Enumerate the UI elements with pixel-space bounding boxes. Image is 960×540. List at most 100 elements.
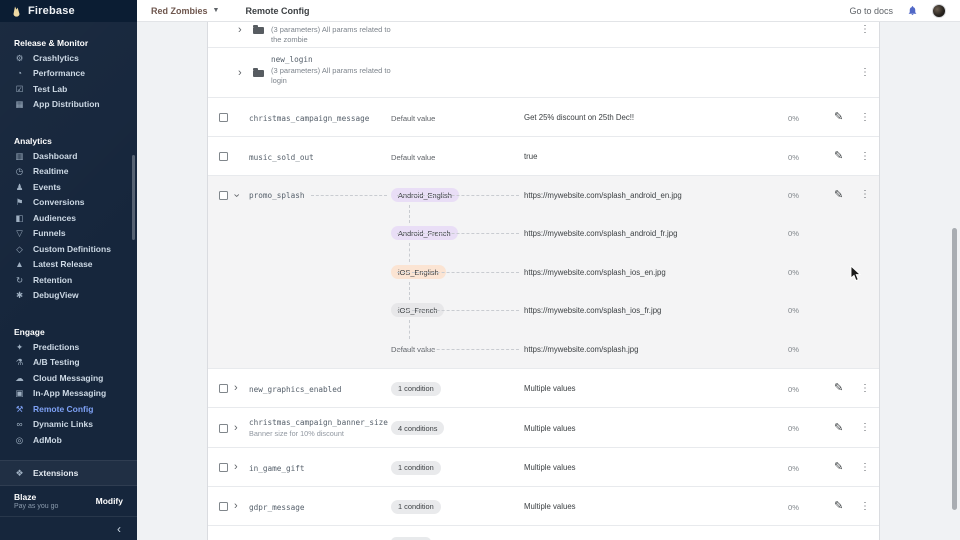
sidebar-item-events[interactable]: ♟ Events <box>0 179 137 195</box>
collapse-sidebar-button[interactable]: ‹ <box>117 521 121 536</box>
dashed-connector-vertical <box>409 205 410 223</box>
edit-pencil-icon[interactable]: ✎ <box>834 382 844 394</box>
edit-pencil-icon[interactable]: ✎ <box>834 461 844 473</box>
overflow-menu-icon[interactable]: ⋮ <box>860 67 870 78</box>
sidebar-item-conversions[interactable]: ⚑ Conversions <box>0 195 137 211</box>
param-value: true <box>524 152 538 161</box>
edit-pencil-icon[interactable]: ✎ <box>834 421 844 434</box>
edit-pencil-icon[interactable]: ✎ <box>834 111 844 123</box>
folder-row[interactable]: › (3 parameters) All params related to th… <box>208 22 879 48</box>
sidebar-item-test-lab[interactable]: ☑ Test Lab <box>0 81 137 97</box>
sidebar-item-label: Events <box>33 181 61 192</box>
edit-pencil-icon[interactable]: ✎ <box>834 500 844 512</box>
sidebar-scrollbar-thumb[interactable] <box>132 155 135 240</box>
project-switcher[interactable]: Red Zombies ▼ <box>151 6 219 16</box>
conversions-icon: ⚑ <box>15 197 24 207</box>
condition-chip[interactable]: 1 condition <box>391 460 441 475</box>
edit-pencil-icon[interactable]: ✎ <box>834 150 844 162</box>
sidebar-item-cloud-messaging[interactable]: ☁ Cloud Messaging <box>0 370 137 386</box>
overflow-menu-icon[interactable]: ⋮ <box>860 461 870 473</box>
overflow-menu-icon[interactable]: ⋮ <box>860 500 870 512</box>
folder-description: (3 parameters) All params related to the… <box>271 25 391 44</box>
sidebar-item-remote-config[interactable]: ⚒ Remote Config <box>0 401 137 417</box>
condition-chip[interactable]: 1 condition <box>391 499 441 514</box>
overflow-menu-icon[interactable]: ⋮ <box>860 382 870 394</box>
sidebar-item-debugview[interactable]: ✱ DebugView <box>0 288 137 304</box>
rollout-percent: 0% <box>788 384 799 394</box>
sidebar-item-dashboard[interactable]: ▥ Dashboard <box>0 148 137 164</box>
plan-name: Blaze <box>14 491 37 502</box>
page-scrollbar-thumb[interactable] <box>952 228 957 510</box>
sidebar-item-realtime[interactable]: ◷ Realtime <box>0 164 137 180</box>
sidebar-item-extensions[interactable]: ❖ Extensions <box>0 460 137 486</box>
param-row[interactable]: › christmas_campaign_banner_size Banner si… <box>208 408 879 448</box>
row-checkbox[interactable] <box>219 463 228 472</box>
condition-chip[interactable]: 4 conditions <box>391 421 445 435</box>
overflow-menu-icon[interactable]: ⋮ <box>860 150 870 162</box>
sidebar-item-app-distribution[interactable]: ▦ App Distribution <box>0 97 137 113</box>
param-value: Multiple values <box>524 384 576 393</box>
sidebar-item-a-b-testing[interactable]: ⚗ A/B Testing <box>0 355 137 371</box>
chevron-right-icon[interactable]: › <box>238 66 242 79</box>
row-checkbox[interactable] <box>219 423 228 433</box>
sidebar-item-retention[interactable]: ↻ Retention <box>0 272 137 288</box>
row-checkbox[interactable] <box>219 384 228 393</box>
sidebar-item-label: App Distribution <box>33 99 100 110</box>
topbar: Red Zombies ▼ Remote Config Go to docs <box>137 0 960 22</box>
audiences-icon: ◧ <box>15 212 24 223</box>
admob-icon: ◎ <box>15 434 24 445</box>
go-to-docs-link[interactable]: Go to docs <box>849 5 893 16</box>
default-value-label: Default value <box>391 152 436 162</box>
sidebar-item-latest-release[interactable]: ▲ Latest Release <box>0 257 137 273</box>
sidebar-item-crashlytics[interactable]: ⚙ Crashlytics <box>0 50 137 66</box>
sidebar-item-dynamic-links[interactable]: ∞ Dynamic Links <box>0 417 137 433</box>
chevron-right-icon[interactable]: › <box>234 421 238 434</box>
sidebar-item-audiences[interactable]: ◧ Audiences <box>0 210 137 226</box>
sidebar-section-release-monitor: Release & Monitor ⚙ Crashlytics ◔ Performanc… <box>0 22 137 120</box>
folder-name: new_login <box>271 55 313 64</box>
sidebar-item-label: Funnels <box>33 228 66 239</box>
overflow-menu-icon[interactable]: ⋮ <box>860 422 870 433</box>
chevron-right-icon[interactable]: › <box>238 23 242 36</box>
overflow-menu-icon[interactable]: ⋮ <box>860 111 870 123</box>
rollout-percent: 0% <box>788 113 799 123</box>
param-row[interactable]: christmas_campaign_message Default value G… <box>208 98 879 137</box>
param-row[interactable]: music_sold_out Default value true 0% ✎ ⋮ <box>208 137 879 176</box>
dashed-connector <box>397 233 519 234</box>
param-row[interactable]: › new_graphics_enabled 1 condition Multiple… <box>208 369 879 408</box>
notifications-bell-icon[interactable] <box>907 5 918 16</box>
param-row[interactable]: › gdpr_message 1 condition Multiple values 0… <box>208 487 879 526</box>
row-checkbox[interactable] <box>219 502 228 511</box>
chevron-right-icon[interactable]: › <box>234 382 238 394</box>
rollout-percent: 0% <box>788 152 799 162</box>
chevron-right-icon[interactable]: › <box>234 461 238 473</box>
row-checkbox[interactable] <box>219 113 228 122</box>
folder-row[interactable]: › new_login (3 parameters) All params rela… <box>208 48 879 98</box>
row-checkbox[interactable] <box>219 152 228 161</box>
param-value: https://mywebsite.com/splash_ios_fr.jpg <box>524 305 662 315</box>
sidebar-item-predictions[interactable]: ✦ Predictions <box>0 339 137 355</box>
chevron-down-icon[interactable]: › <box>230 193 243 197</box>
param-row-expanded[interactable]: › promo_splash ✎ ⋮ Android_English https://my… <box>208 176 879 369</box>
sidebar-item-label: In-App Messaging <box>33 388 107 399</box>
modify-plan-button[interactable]: Modify <box>95 496 123 506</box>
folder-icon <box>253 24 264 34</box>
section-title: Engage <box>14 327 45 337</box>
row-checkbox[interactable] <box>219 190 228 200</box>
project-name: Red Zombies <box>151 5 208 16</box>
chevron-right-icon[interactable]: › <box>234 500 238 512</box>
sidebar-item-custom-definitions[interactable]: ◇ Custom Definitions <box>0 241 137 257</box>
edit-pencil-icon[interactable]: ✎ <box>834 188 844 201</box>
avatar[interactable] <box>932 3 946 18</box>
overflow-menu-icon[interactable]: ⋮ <box>860 24 870 35</box>
folder-description: (3 parameters) All params related to log… <box>271 66 391 85</box>
rollout-percent: 0% <box>788 502 799 512</box>
in-app-messaging-icon: ▣ <box>15 388 24 398</box>
sidebar-item-funnels[interactable]: ▽ Funnels <box>0 226 137 242</box>
sidebar-item-performance[interactable]: ◔ Performance <box>0 66 137 82</box>
condition-chip[interactable]: 1 condition <box>391 381 441 396</box>
param-row[interactable]: › in_game_gift 1 condition Multiple values 0… <box>208 448 879 487</box>
sidebar-item-in-app-messaging[interactable]: ▣ In-App Messaging <box>0 386 137 402</box>
sidebar-item-admob[interactable]: ◎ AdMob <box>0 432 137 448</box>
overflow-menu-icon[interactable]: ⋮ <box>860 189 870 200</box>
